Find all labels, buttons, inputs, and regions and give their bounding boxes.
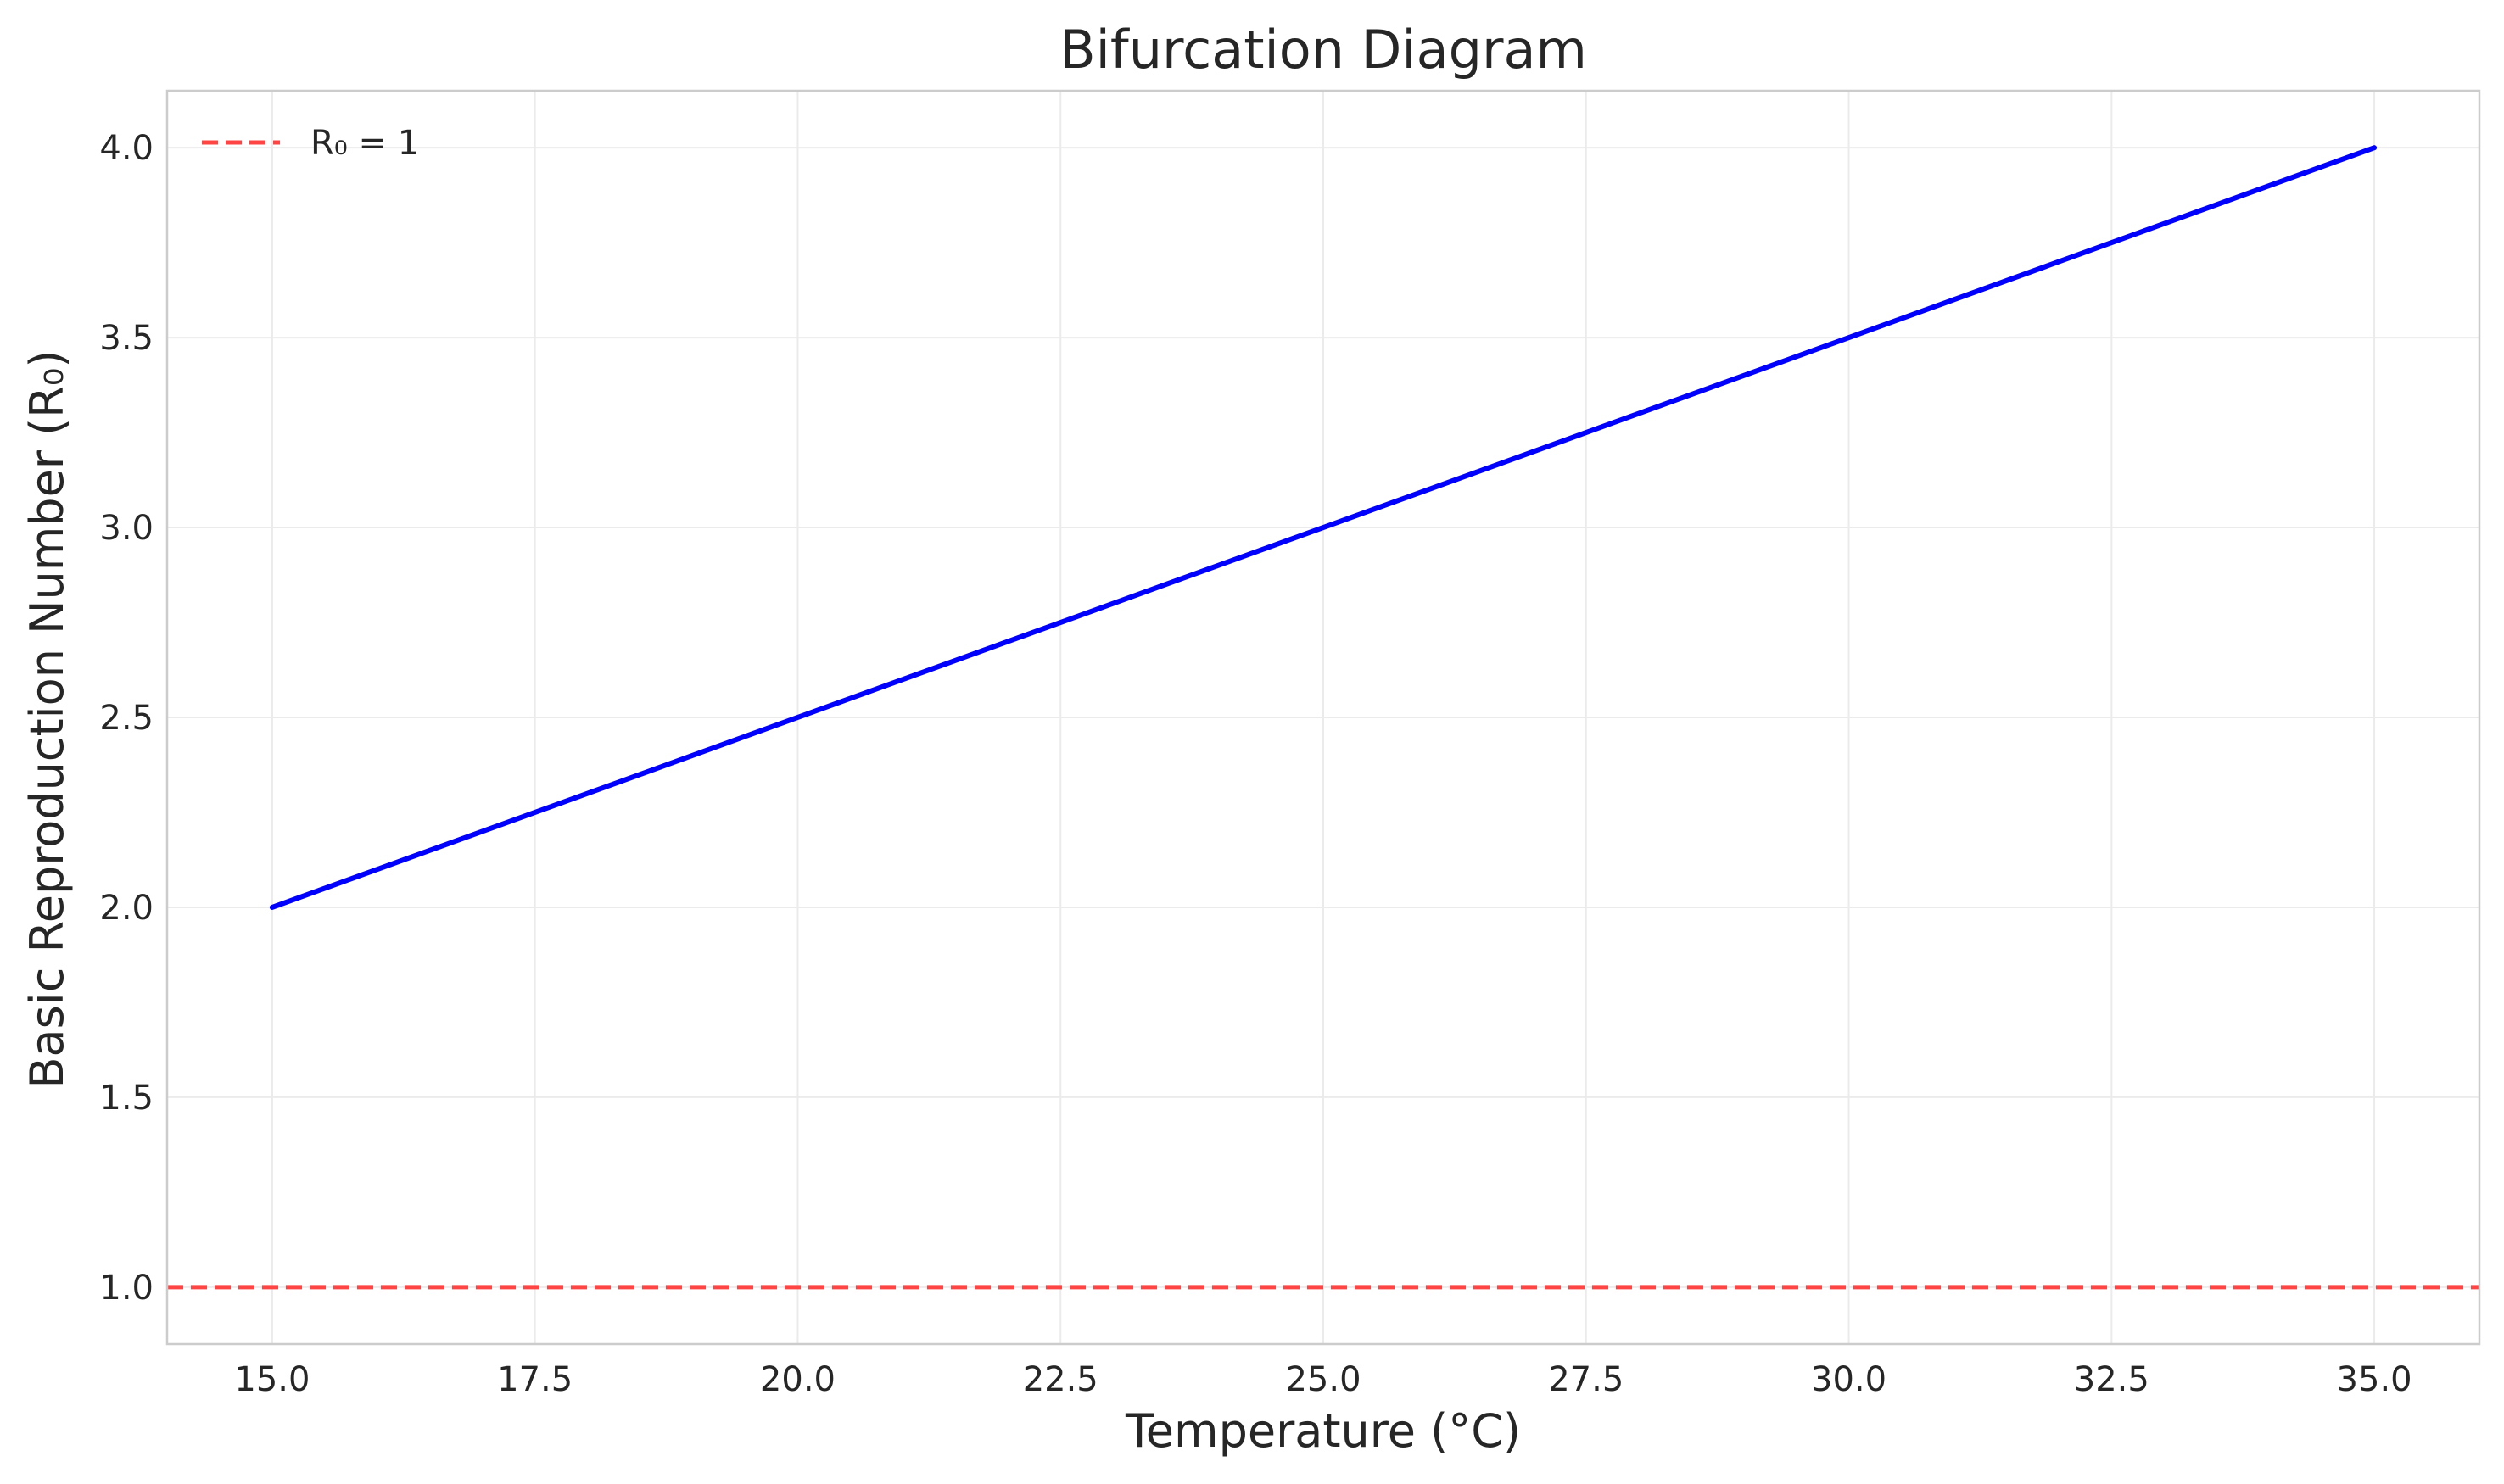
plot-area [167,145,2479,1290]
chart-title: Bifurcation Diagram [1059,19,1587,81]
y-axis-title: Basic Reproduction Number (R₀) [20,350,74,1089]
x-tick-label: 27.5 [1548,1360,1624,1399]
y-axis: 1.0 1.5 2.0 2.5 3.0 3.5 4.0 [99,129,154,1308]
x-tick-label: 25.0 [1285,1360,1361,1399]
plot-frame [165,89,2481,1346]
y-tick-label: 4.0 [99,129,154,168]
y-tick-label: 3.5 [99,319,154,358]
y-tick-label: 3.0 [99,509,154,548]
x-tick-label: 15.0 [234,1360,310,1399]
y-tick-label: 1.5 [99,1079,154,1118]
legend: R₀ = 1 [202,124,419,163]
x-tick-label: 17.5 [497,1360,573,1399]
x-tick-label: 30.0 [1811,1360,1886,1399]
legend-label: R₀ = 1 [310,124,419,163]
x-tick-label: 35.0 [2337,1360,2412,1399]
x-axis-title: Temperature (°C) [1125,1404,1521,1458]
y-tick-label: 2.5 [99,699,154,738]
x-axis: 15.0 17.5 20.0 22.5 25.0 27.5 30.0 32.5 35.0 [234,1360,2412,1399]
grid-lines [167,91,2479,1344]
x-tick-label: 20.0 [760,1360,836,1399]
x-tick-label: 32.5 [2074,1360,2149,1399]
x-tick-label: 22.5 [1023,1360,1098,1399]
series-line [269,145,2378,910]
y-tick-label: 2.0 [99,889,154,928]
y-tick-label: 1.0 [99,1269,154,1308]
